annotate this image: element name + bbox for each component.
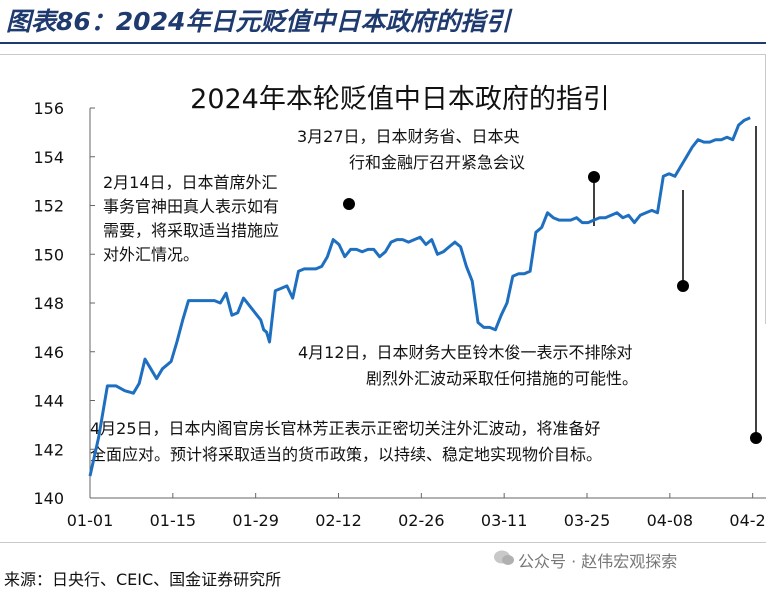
marker-apr25 (750, 432, 762, 444)
annotation-feb14-line: 事务官神田真人表示如有 (103, 197, 279, 216)
footer-rule (0, 542, 766, 543)
y-tick-label: 156 (33, 99, 64, 118)
annotation-feb14-line: 对外汇情况。 (103, 245, 199, 264)
y-tick-label: 152 (33, 197, 64, 216)
annotation-mar27-line: 3月27日，日本财务省、日本央 (297, 127, 520, 146)
source-note: 来源：日央行、CEIC、国金证券研究所 (4, 570, 282, 589)
annotation-apr12-line: 剧烈外汇波动采取任何措施的可能性。 (366, 369, 638, 388)
wechat-icon (494, 550, 514, 565)
y-tick-label: 154 (33, 148, 64, 167)
x-tick-label: 02-26 (398, 511, 445, 530)
marker-apr12 (677, 280, 689, 292)
x-tick-label: 01-15 (150, 511, 197, 530)
x-tick-label: 01-29 (232, 511, 279, 530)
annotation-apr25-line: 4月25日，日本内阁官房长官林芳正表示正密切关注外汇波动，将准备好 (90, 419, 601, 438)
marker-feb14 (343, 198, 355, 210)
chart-title: 2024年本轮贬值中日本政府的指引 (190, 84, 610, 115)
figure-title: 图表86：2024年日元贬值中日本政府的指引 (6, 7, 511, 36)
series-line (88, 116, 751, 477)
marker-mar27 (588, 171, 600, 183)
chart-frame-top (0, 54, 766, 55)
header-rule (0, 42, 766, 44)
y-tick-label: 140 (33, 489, 64, 508)
x-tick-label: 04-08 (647, 511, 694, 530)
y-tick-label: 146 (33, 343, 64, 362)
x-tick-label: 01-01 (67, 511, 114, 530)
x-tick-label: 03-11 (481, 511, 528, 530)
annotation-apr12-line: 4月12日，日本财务大臣铃木俊一表示不排除对 (298, 343, 633, 362)
annotation-apr25-line: 全面应对。预计将采取适当的货币政策，以持续、稳定地实现物价目标。 (90, 445, 602, 464)
x-tick-label: 03-25 (564, 511, 611, 530)
annotation-mar27-line: 行和金融厅召开紧急会议 (349, 153, 525, 172)
y-tick-label: 150 (33, 245, 64, 264)
watermark-text: 公众号 · 赵伟宏观探索 (518, 552, 678, 571)
x-tick-label: 02-12 (315, 511, 362, 530)
x-tick-label: 04-22 (729, 511, 766, 530)
y-tick-label: 144 (33, 392, 64, 411)
y-tick-label: 148 (33, 294, 64, 313)
annotation-feb14-line: 需要，将采取适当措施应 (103, 221, 279, 240)
annotation-feb14-line: 2月14日，日本首席外汇 (103, 173, 278, 192)
y-tick-label: 142 (33, 440, 64, 459)
